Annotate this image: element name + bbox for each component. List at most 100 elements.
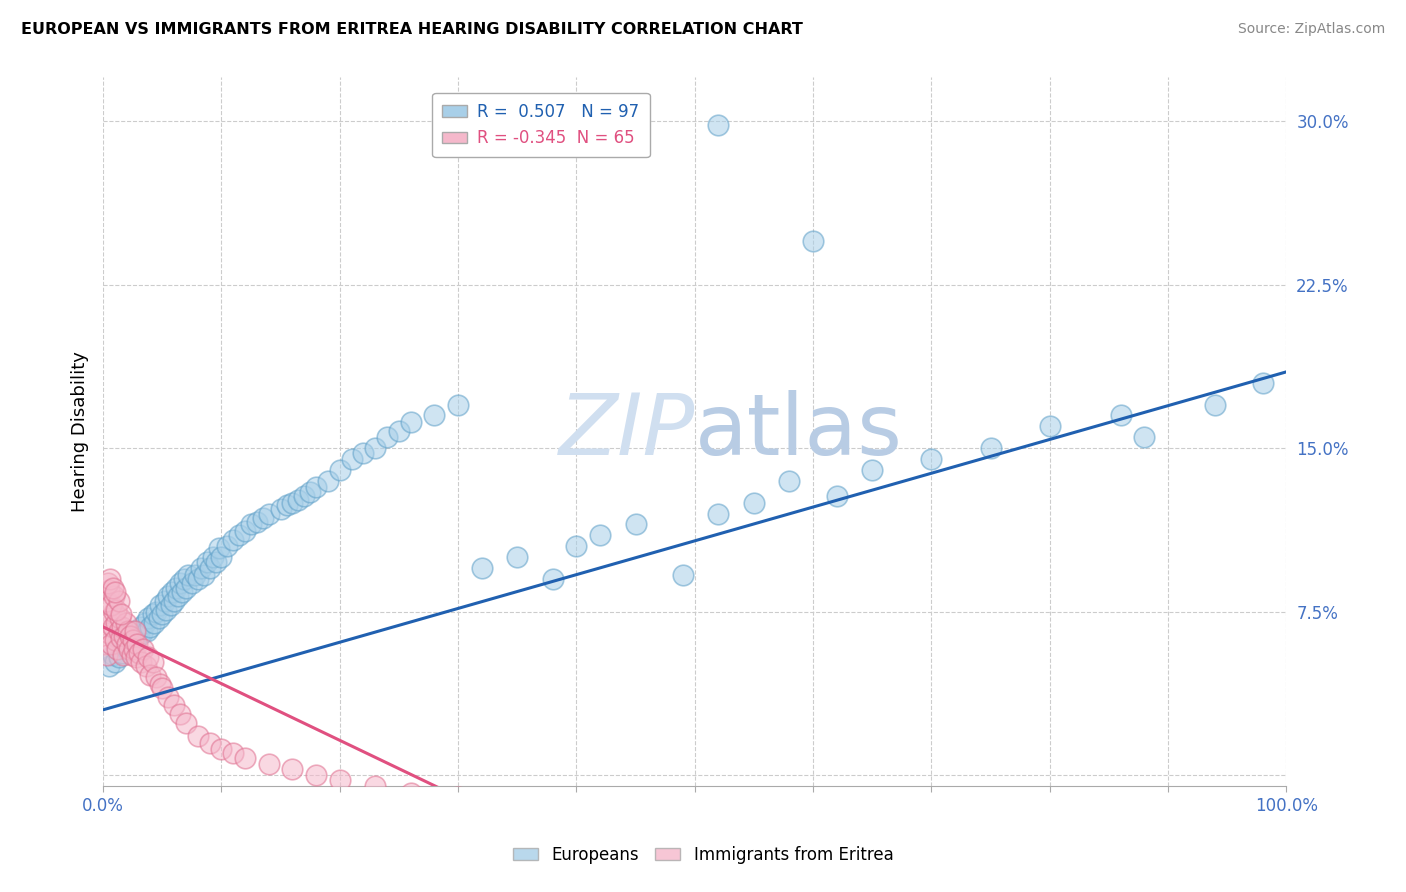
Point xyxy=(707,507,730,521)
Point xyxy=(399,415,422,429)
Point xyxy=(173,572,195,586)
Point xyxy=(103,605,125,619)
Point xyxy=(187,572,209,586)
Point xyxy=(388,424,411,438)
Point xyxy=(150,681,173,695)
Point xyxy=(423,409,446,423)
Point xyxy=(1109,409,1132,423)
Point xyxy=(299,484,322,499)
Point xyxy=(142,607,165,621)
Point xyxy=(447,398,470,412)
Point xyxy=(139,620,162,634)
Point xyxy=(105,602,128,616)
Point xyxy=(111,620,134,634)
Point xyxy=(103,590,125,604)
Point xyxy=(100,598,122,612)
Point xyxy=(222,747,245,761)
Point xyxy=(375,430,398,444)
Point xyxy=(157,590,180,604)
Point xyxy=(94,637,117,651)
Point xyxy=(98,611,121,625)
Point xyxy=(121,633,143,648)
Point xyxy=(115,641,138,656)
Point xyxy=(166,590,188,604)
Point xyxy=(233,524,256,538)
Point xyxy=(145,670,167,684)
Point xyxy=(257,757,280,772)
Point xyxy=(589,528,612,542)
Point xyxy=(149,676,172,690)
Point xyxy=(208,541,231,556)
Point xyxy=(292,489,315,503)
Point xyxy=(257,507,280,521)
Point xyxy=(276,498,298,512)
Text: ZIP: ZIP xyxy=(558,391,695,474)
Point xyxy=(163,594,186,608)
Point xyxy=(240,517,263,532)
Point xyxy=(107,624,129,639)
Point xyxy=(198,561,221,575)
Point xyxy=(100,637,122,651)
Point xyxy=(97,615,120,630)
Point xyxy=(195,555,218,569)
Y-axis label: Hearing Disability: Hearing Disability xyxy=(72,351,89,512)
Point xyxy=(353,445,375,459)
Point xyxy=(148,611,170,625)
Point xyxy=(115,637,138,651)
Point xyxy=(160,585,183,599)
Point xyxy=(217,539,239,553)
Point xyxy=(672,567,695,582)
Point xyxy=(980,441,1002,455)
Point xyxy=(120,629,142,643)
Point xyxy=(920,452,942,467)
Point xyxy=(447,790,470,805)
Point xyxy=(112,648,135,663)
Point xyxy=(1251,376,1274,390)
Point xyxy=(187,729,209,743)
Point xyxy=(101,620,124,634)
Point xyxy=(177,567,200,582)
Point xyxy=(228,528,250,542)
Point xyxy=(122,641,145,656)
Point xyxy=(281,496,304,510)
Point xyxy=(104,655,127,669)
Point xyxy=(211,742,233,756)
Point xyxy=(105,641,128,656)
Point xyxy=(136,650,159,665)
Point xyxy=(1039,419,1062,434)
Point xyxy=(157,690,180,704)
Point xyxy=(125,633,148,648)
Point xyxy=(97,576,120,591)
Point xyxy=(399,786,422,800)
Point xyxy=(172,585,194,599)
Point xyxy=(169,576,191,591)
Point xyxy=(801,234,824,248)
Point xyxy=(128,646,150,660)
Point xyxy=(98,659,121,673)
Point xyxy=(1204,398,1226,412)
Point xyxy=(364,441,387,455)
Point xyxy=(565,539,588,553)
Point xyxy=(118,637,141,651)
Point xyxy=(107,650,129,665)
Point xyxy=(142,655,165,669)
Point xyxy=(860,463,883,477)
Point xyxy=(198,735,221,749)
Point xyxy=(166,581,188,595)
Point xyxy=(145,605,167,619)
Point xyxy=(108,611,131,625)
Point xyxy=(246,516,269,530)
Point xyxy=(101,648,124,663)
Text: EUROPEAN VS IMMIGRANTS FROM ERITREA HEARING DISABILITY CORRELATION CHART: EUROPEAN VS IMMIGRANTS FROM ERITREA HEAR… xyxy=(21,22,803,37)
Point xyxy=(127,637,149,651)
Point xyxy=(105,615,128,630)
Point xyxy=(193,567,215,582)
Point xyxy=(129,655,152,669)
Point xyxy=(112,633,135,648)
Point xyxy=(778,474,800,488)
Point xyxy=(96,648,118,663)
Legend: Europeans, Immigrants from Eritrea: Europeans, Immigrants from Eritrea xyxy=(506,839,900,871)
Point xyxy=(98,582,121,597)
Point xyxy=(707,119,730,133)
Point xyxy=(110,631,132,645)
